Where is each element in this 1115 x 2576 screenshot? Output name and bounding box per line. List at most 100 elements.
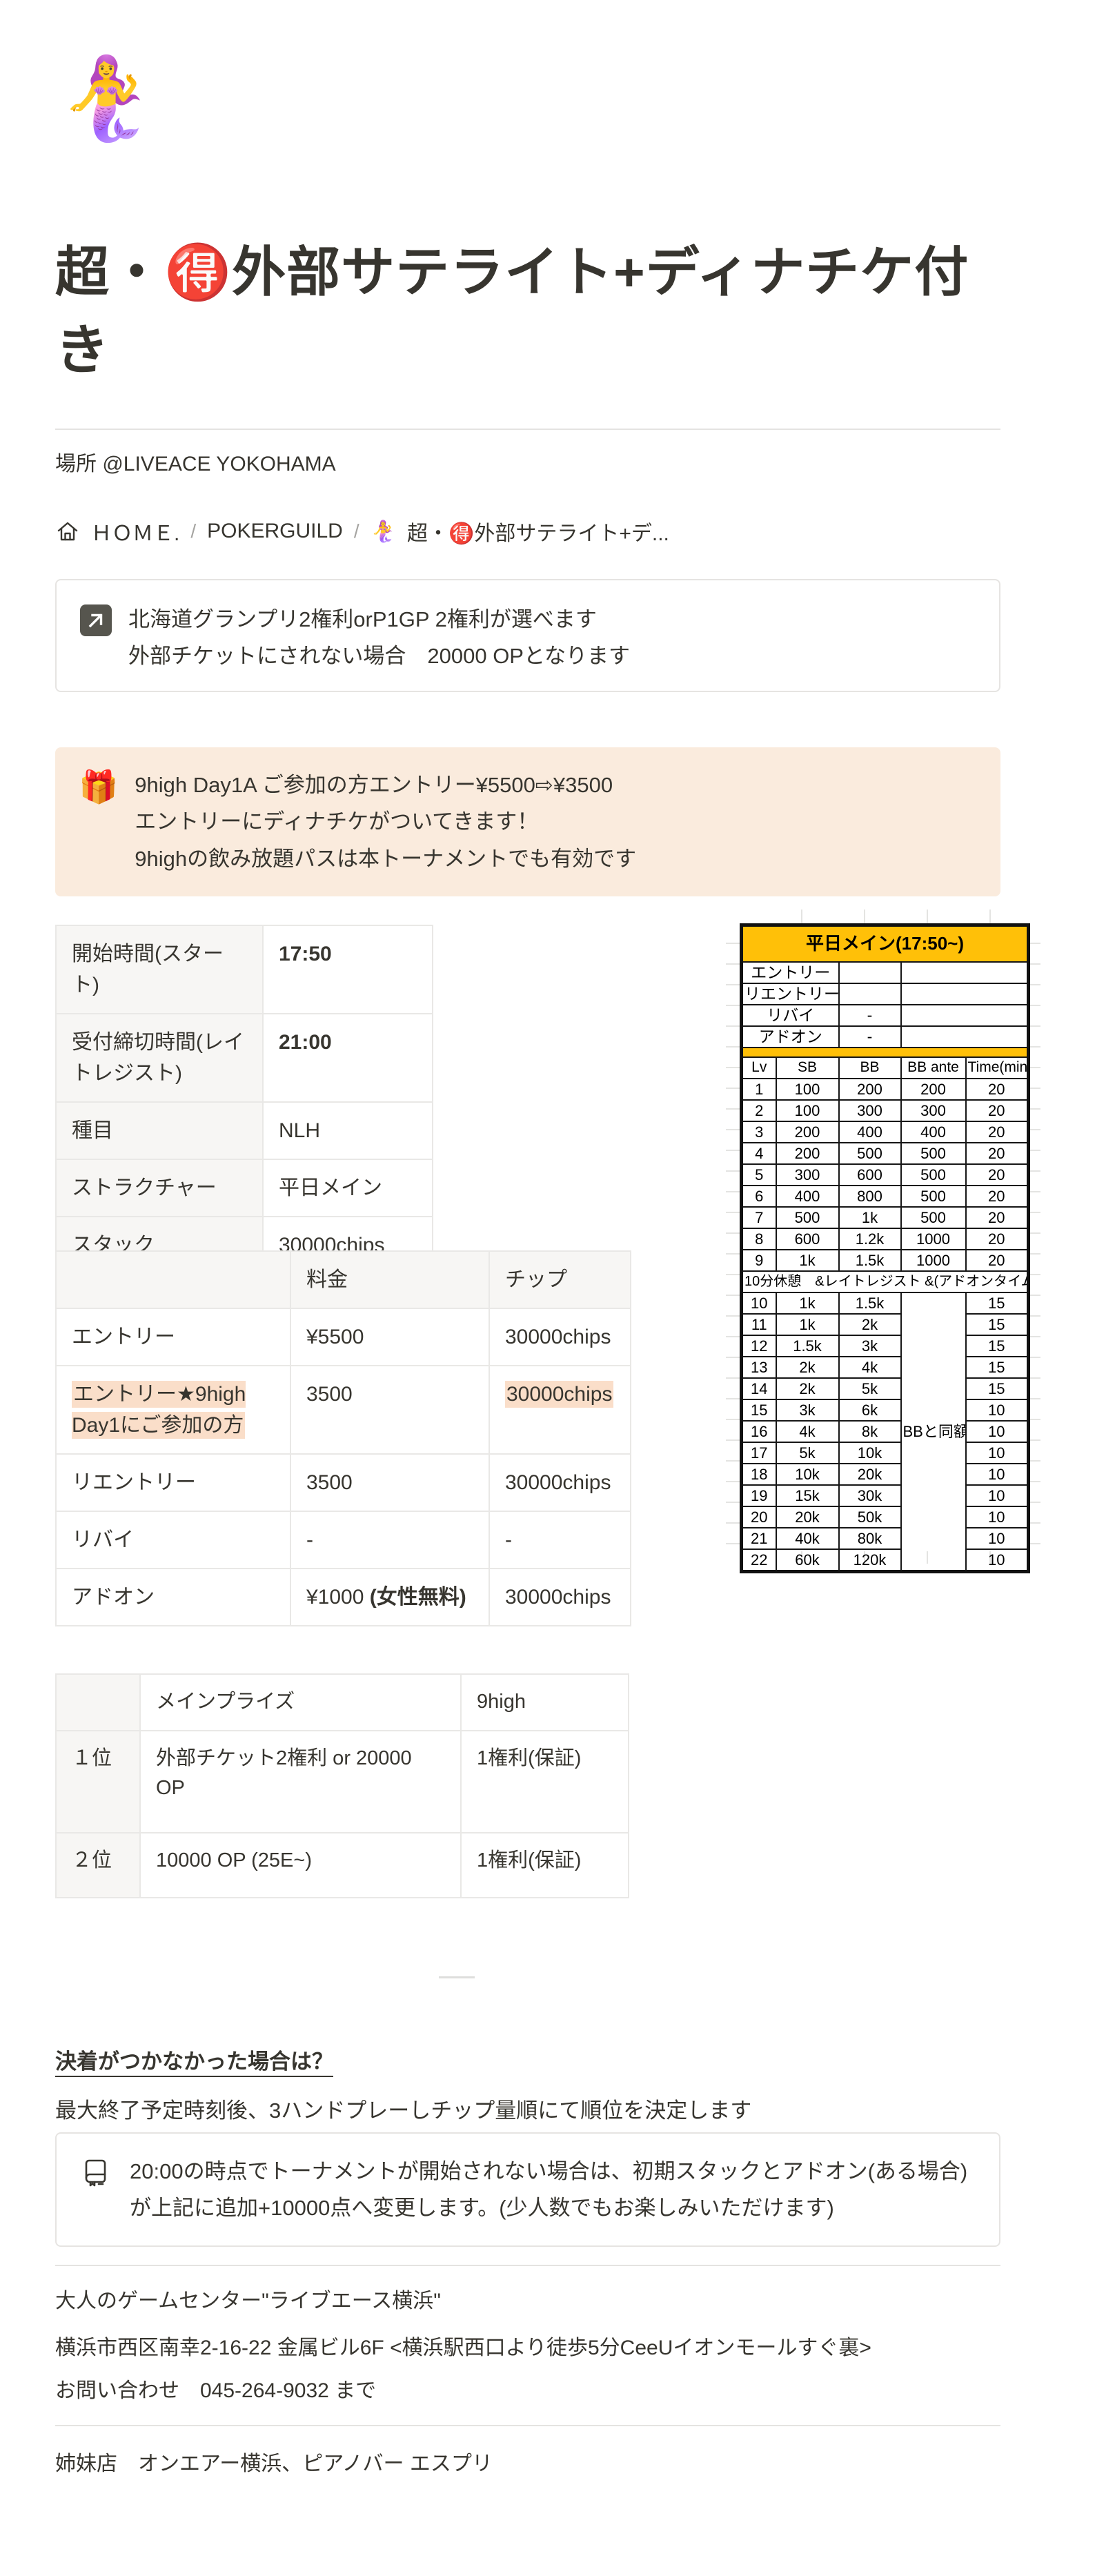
blind-bb: 600	[838, 1163, 902, 1186]
link-callout-line1: 北海道グランプリ2権利orP1GP 2権利が選べます	[128, 607, 597, 631]
prize-main: 10000 OP (25E~)	[139, 1831, 462, 1898]
blind-lv: 3	[740, 1121, 777, 1143]
blind-bb: 1.2k	[838, 1228, 902, 1250]
structure-info-label: アドオン	[740, 1025, 840, 1048]
link-callout-line2: 外部チケットにされない場合 20000 OPとなります	[128, 644, 631, 669]
page-title: 超・🉐外部サテライト+ディナチケ付き	[55, 242, 969, 381]
page-icon-mermaid[interactable]: 🧜‍♀️	[57, 53, 157, 143]
tiebreak-heading: 決着がつかなかった場合は？	[55, 2049, 333, 2074]
table-row: 開始時間(スタート) 17:50	[55, 925, 433, 1014]
blind-bb: 80k	[838, 1527, 902, 1550]
blind-bb: 20k	[838, 1463, 902, 1486]
info-value: 21:00	[262, 1013, 433, 1103]
sister-stores: 姉妹店 オンエアー横浜、ピアノバー エスプリ	[55, 2452, 493, 2475]
venue-name: 大人のゲームセンター"ライブエース横浜"	[55, 2290, 441, 2312]
blind-time: 20	[965, 1228, 1029, 1250]
blind-ante: 400	[900, 1121, 967, 1143]
blind-level-row: 6 400 800 500 20	[740, 1185, 1029, 1208]
blind-level-row: 14 2k 5k 15	[740, 1377, 1029, 1400]
blind-ante: 1000	[900, 1249, 967, 1272]
col-header-lv: Lv	[740, 1056, 777, 1079]
note-callout-text: 20:00の時点でトーナメントが開始されない場合は、初期スタックとアドオン(ある…	[130, 2153, 967, 2227]
prize-table: メインプライズ 9high １位 外部チケット2権利 or 20000 OP 1…	[55, 1673, 629, 1898]
blind-sb: 600	[775, 1228, 840, 1250]
book-icon	[80, 2153, 113, 2192]
break-label: 10分休憩 &レイトレジスト &(アドオンタイム)	[740, 1270, 1029, 1293]
structure-info-label: リバイ	[740, 1004, 840, 1027]
blind-lv: 19	[740, 1484, 777, 1507]
blind-level-row: 16 4k 8k 10	[740, 1420, 1029, 1443]
contact-phone: お問い合わせ 045-264-9032 まで	[55, 2379, 377, 2402]
table-row: 種目 NLH	[55, 1101, 433, 1160]
col-header-ante: BB ante	[900, 1056, 967, 1079]
info-label: 種目	[55, 1101, 264, 1160]
blind-level-row: 12 1.5k 3k 15	[740, 1335, 1029, 1357]
blind-time: 15	[965, 1292, 1029, 1315]
blind-level-row: 4 200 500 500 20	[740, 1142, 1029, 1165]
info-label: 開始時間(スタート)	[55, 925, 264, 1014]
blind-sb: 100	[775, 1099, 840, 1122]
blind-sb: 2k	[775, 1356, 840, 1379]
blind-time: 10	[965, 1548, 1029, 1573]
table-header-row: 料金 チップ	[55, 1250, 631, 1309]
breadcrumb-pokerguild[interactable]: POKERGUILD	[207, 520, 343, 542]
price-fee: ¥5500	[290, 1308, 490, 1366]
blind-level-row: 8 600 1.2k 1000 20	[740, 1228, 1029, 1250]
blind-ante: 300	[900, 1099, 967, 1122]
table-row: アドオン ¥1000 (女性無料) 30000chips	[55, 1568, 631, 1626]
blind-level-row: 1 100 200 200 20	[740, 1078, 1029, 1101]
breadcrumb-current[interactable]: 超・🉐外部サテライト+デ...	[406, 522, 669, 545]
blind-level-row: 3 200 400 400 20	[740, 1121, 1029, 1143]
breadcrumb-separator: /	[190, 520, 197, 542]
blind-bb: 6k	[838, 1399, 902, 1422]
blind-ante: 500	[900, 1163, 967, 1186]
blind-time: 20	[965, 1078, 1029, 1101]
blind-level-row: 21 40k 80k 10	[740, 1527, 1029, 1550]
note-callout: 20:00の時点でトーナメントが開始されない場合は、初期スタックとアドオン(ある…	[55, 2132, 1000, 2247]
blind-bb: 50k	[838, 1506, 902, 1528]
table-row: エントリー★9high Day1にご参加の方 3500 30000chips	[55, 1365, 631, 1455]
blind-level-row: 17 5k 10k 10	[740, 1442, 1029, 1464]
table-header-row: Lv SB BB BB ante Time(min)	[740, 1056, 1029, 1079]
blind-sb: 1k	[775, 1313, 840, 1336]
breadcrumb-home[interactable]: ＨＯＭＥ.	[91, 522, 180, 545]
promo-line3: 9highの飲み放題パスは本トーナメントでも有効です	[135, 846, 637, 871]
blind-ante: 500	[900, 1185, 967, 1208]
blind-sb: 200	[775, 1121, 840, 1143]
table-row: アドオン -	[740, 1025, 1029, 1048]
table-row: エントリー ¥5500 30000chips	[55, 1308, 631, 1366]
table-row: リバイ - -	[55, 1511, 631, 1569]
price-chips: 30000chips	[489, 1308, 631, 1366]
table-row: 受付締切時間(レイトレジスト) 21:00	[55, 1013, 433, 1103]
blind-bb: 1.5k	[838, 1292, 902, 1315]
prize-main: 外部チケット2権利 or 20000 OP	[139, 1729, 462, 1833]
col-header-time: Time(min)	[965, 1056, 1029, 1079]
mermaid-icon: 🧜‍♀️	[370, 520, 396, 543]
blind-level-row: 5 300 600 500 20	[740, 1163, 1029, 1186]
col-header-bb: BB	[838, 1056, 902, 1079]
blind-bb: 120k	[838, 1548, 902, 1573]
structure-info-value	[838, 961, 902, 984]
price-label: エントリー★9high Day1にご参加の方	[55, 1365, 291, 1455]
prize-header-9high: 9high	[460, 1673, 629, 1731]
blind-lv: 15	[740, 1399, 777, 1422]
blind-level-row: 18 10k 20k 10	[740, 1463, 1029, 1486]
external-link-callout[interactable]: 北海道グランプリ2権利orP1GP 2権利が選べます 外部チケットにされない場合…	[55, 579, 1000, 692]
blind-level-row: 22 60k 120k 10	[740, 1548, 1029, 1573]
venue-address: 横浜市西区南幸2-16-22 金属ビル6F <横浜駅西口より徒歩5分CeeUイオ…	[55, 2337, 871, 2359]
price-fee: ¥1000 (女性無料)	[290, 1568, 490, 1626]
blind-bb: 4k	[838, 1356, 902, 1379]
price-label: エントリー	[55, 1308, 291, 1366]
blind-bb: 500	[838, 1142, 902, 1165]
blind-level-row: 10 1k 1.5k BBと同額 15	[740, 1292, 1029, 1573]
blind-bb: 8k	[838, 1420, 902, 1443]
blind-bb: 300	[838, 1099, 902, 1122]
info-label: ストラクチャー	[55, 1159, 264, 1217]
table-header-row: メインプライズ 9high	[55, 1673, 629, 1731]
blind-ante-merged: BBと同額	[900, 1292, 967, 1573]
blind-lv: 20	[740, 1506, 777, 1528]
col-header-sb: SB	[775, 1056, 840, 1079]
blind-lv: 4	[740, 1142, 777, 1165]
blind-time: 15	[965, 1313, 1029, 1336]
blind-lv: 17	[740, 1442, 777, 1464]
